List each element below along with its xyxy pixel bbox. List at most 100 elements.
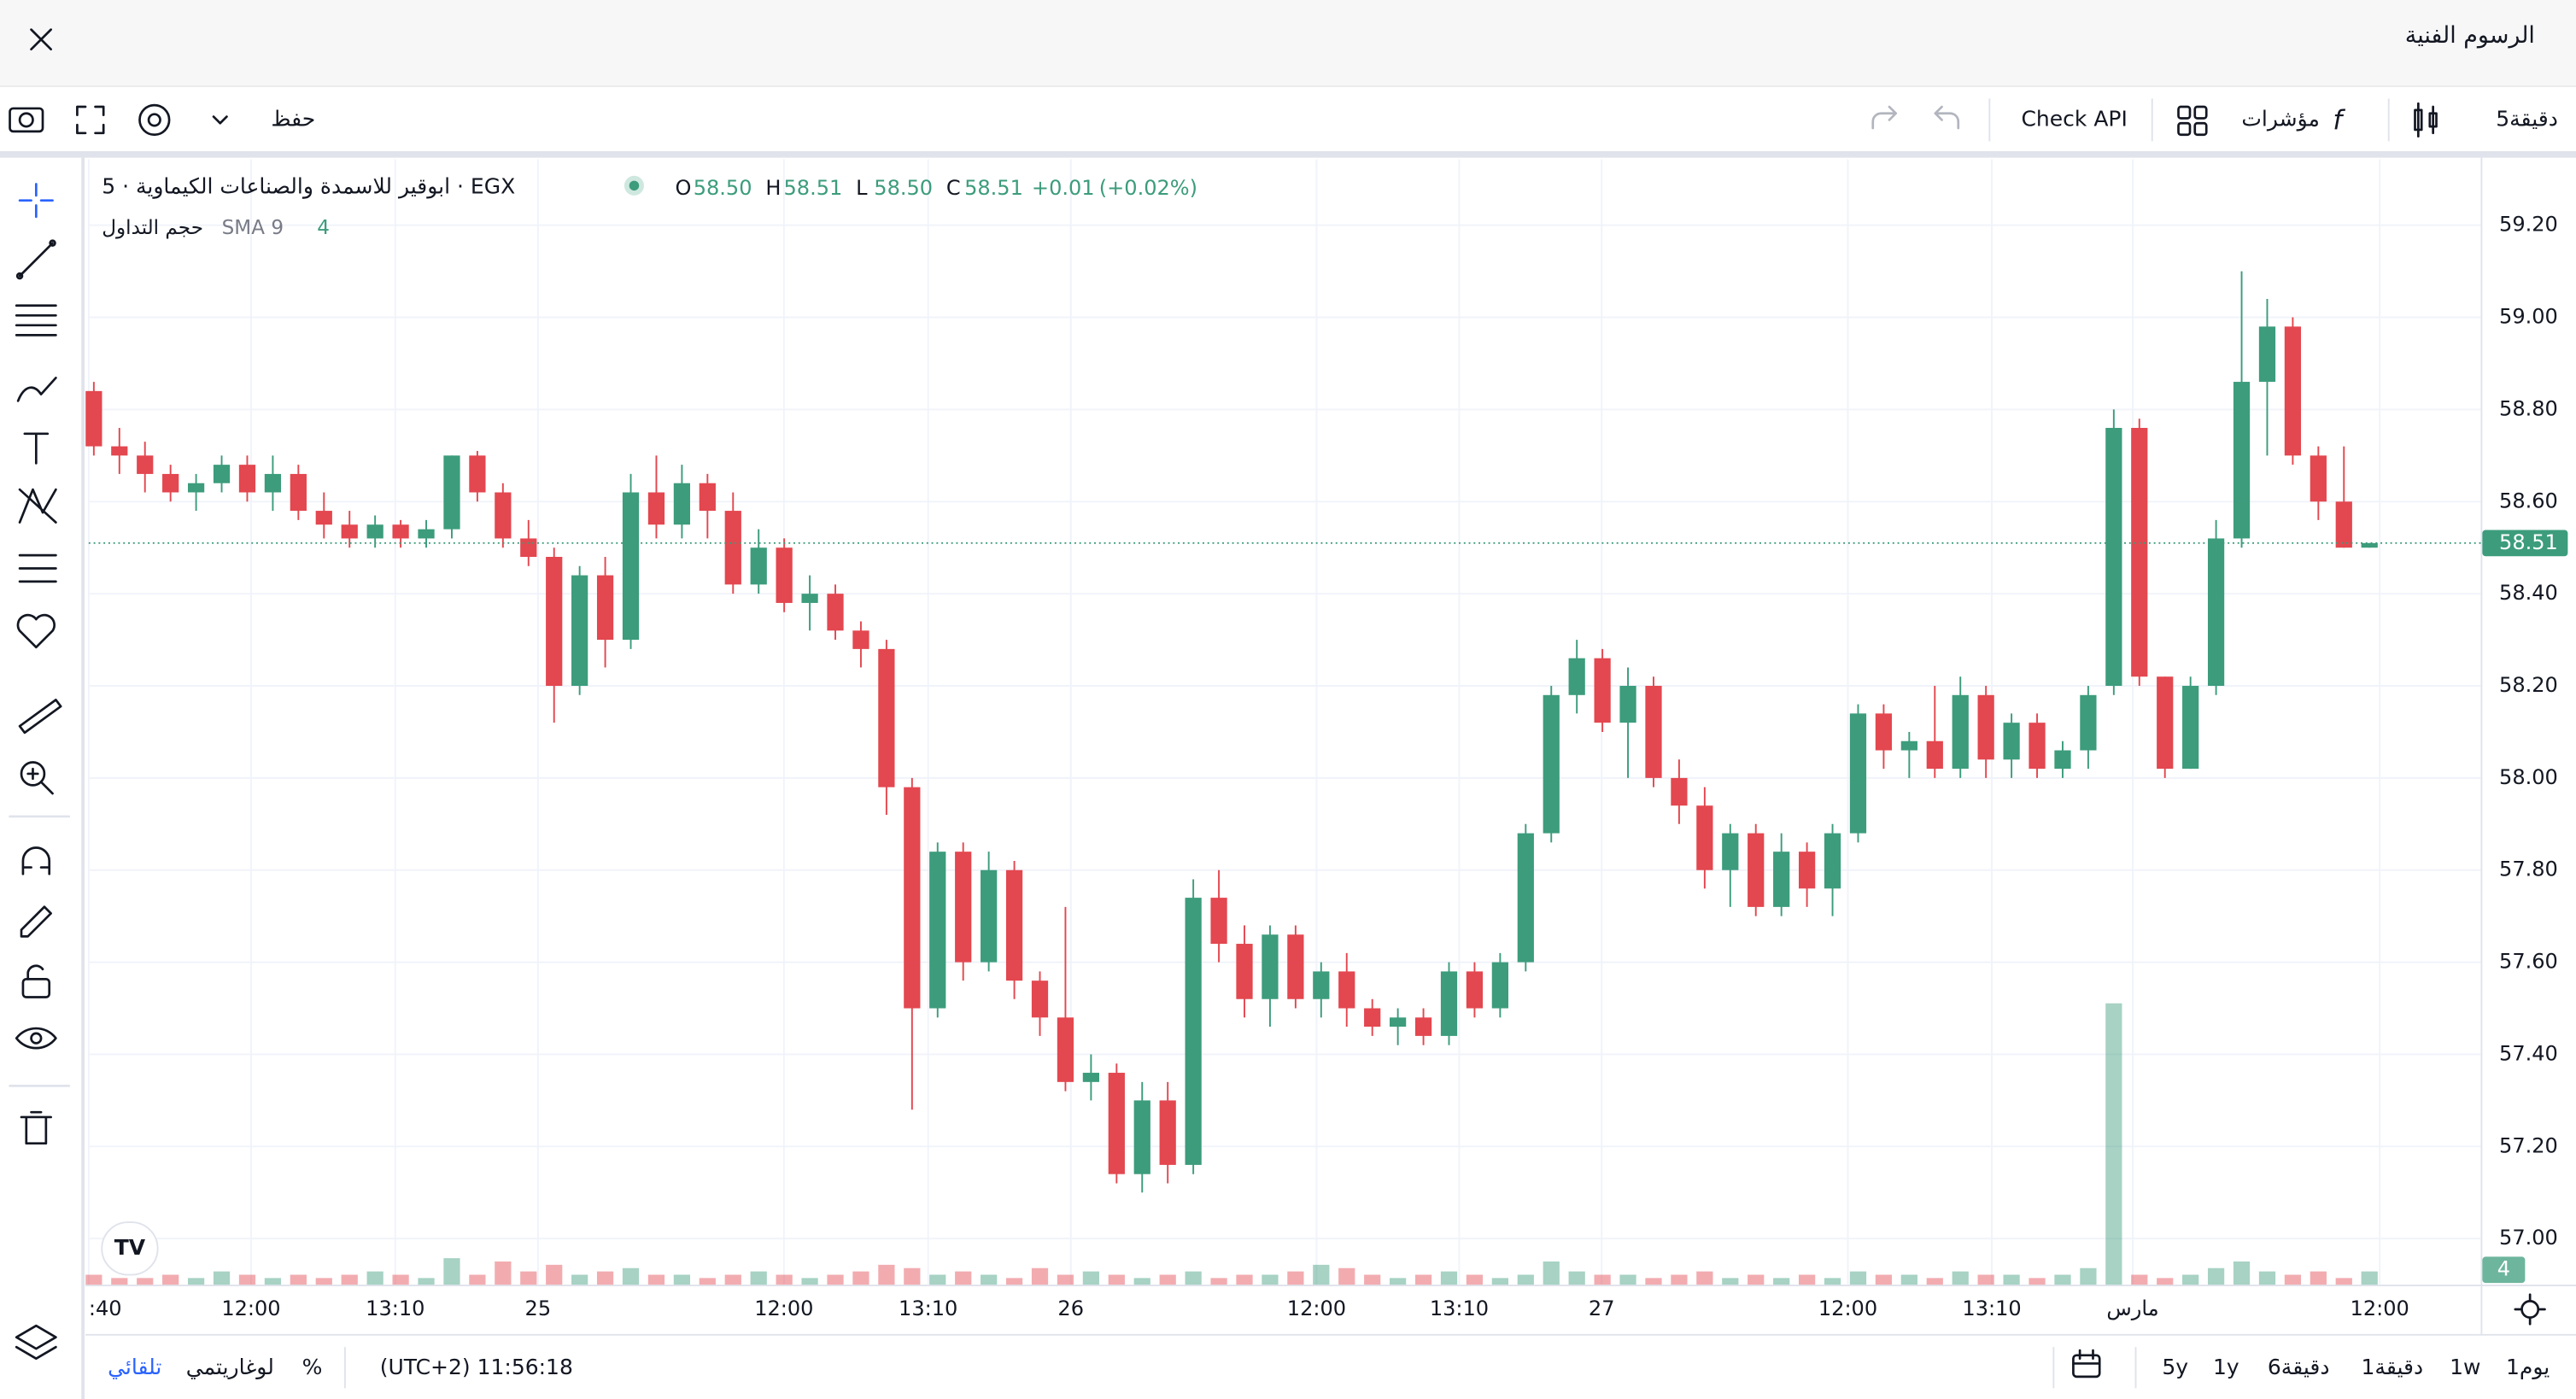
candle-body bbox=[1133, 1100, 1150, 1174]
volume-bar bbox=[1696, 1271, 1713, 1285]
volume-bar bbox=[1159, 1274, 1176, 1285]
candle-body bbox=[213, 465, 231, 483]
legend-value: 58.51 bbox=[964, 176, 1023, 200]
candle-body bbox=[1364, 1008, 1381, 1027]
candle-body bbox=[2310, 455, 2327, 502]
volume-bar bbox=[1057, 1274, 1074, 1285]
volume-bar bbox=[1952, 1271, 1969, 1285]
camera-icon[interactable] bbox=[9, 107, 44, 133]
volume-bar bbox=[1798, 1274, 1816, 1285]
range-button[interactable]: 1y bbox=[2213, 1355, 2239, 1379]
candle-body bbox=[1057, 1017, 1074, 1082]
fx-icon[interactable]: f bbox=[2333, 105, 2345, 136]
candle-body bbox=[469, 455, 486, 493]
candle-body bbox=[366, 524, 383, 539]
auto-toggle[interactable]: تلقائي bbox=[108, 1355, 161, 1379]
legend-change: +0.01 bbox=[1032, 176, 1095, 200]
logo[interactable] bbox=[101, 1221, 159, 1276]
volume-bar bbox=[2310, 1271, 2327, 1285]
candle-body bbox=[2233, 382, 2251, 539]
x-tick-label: 12:00 bbox=[1287, 1297, 1346, 1320]
candle-body bbox=[137, 455, 154, 474]
candle-body bbox=[1977, 694, 1994, 760]
candle-body bbox=[1543, 694, 1560, 834]
candle-body bbox=[1722, 833, 1739, 870]
candle-type-icon[interactable] bbox=[2414, 102, 2438, 138]
close-icon[interactable] bbox=[30, 28, 52, 51]
candle-body bbox=[673, 483, 691, 525]
candle-body bbox=[1773, 852, 1790, 907]
volume-bar bbox=[2258, 1271, 2276, 1285]
volume-bar bbox=[2003, 1274, 2020, 1285]
ohlc-legend: O 58.50 H 58.51 L 58.50 C 58.51 +0.01 (+0.02%) bbox=[676, 176, 1197, 200]
volume-bar bbox=[1466, 1274, 1484, 1285]
candle-body bbox=[1671, 777, 1688, 806]
volume-bar bbox=[1619, 1274, 1636, 1285]
axis-settings-icon[interactable] bbox=[2514, 1293, 2546, 1326]
volume-bar bbox=[1926, 1278, 1943, 1285]
log-toggle[interactable]: لوغاريتمي bbox=[186, 1355, 274, 1379]
dropdown-icon[interactable] bbox=[212, 115, 228, 125]
symbol-title: ابوقير للاسمدة والصناعات الكيماوية · 5 ·… bbox=[102, 173, 515, 199]
candle-body bbox=[162, 473, 179, 493]
volume-bar bbox=[2182, 1274, 2199, 1285]
candle-body bbox=[776, 547, 793, 603]
interval-button[interactable]: 5دقيقة bbox=[2496, 106, 2558, 131]
last-volume-tag bbox=[2482, 1256, 2526, 1284]
market-status bbox=[629, 180, 640, 191]
candle-body bbox=[2080, 694, 2097, 751]
candle-body bbox=[1466, 971, 1484, 1009]
range-button[interactable]: 1يوم bbox=[2506, 1355, 2550, 1379]
y-tick-label: 59.20 bbox=[2499, 213, 2558, 237]
date-range-icon[interactable] bbox=[2072, 1349, 2101, 1379]
legend-value: 58.50 bbox=[874, 176, 933, 200]
volume-bar bbox=[1338, 1267, 1355, 1285]
range-button[interactable]: 6دقيقة bbox=[2268, 1355, 2330, 1379]
candle-body bbox=[1900, 740, 1917, 751]
range-button[interactable]: 1w bbox=[2450, 1355, 2480, 1379]
volume-bar bbox=[1262, 1274, 1279, 1285]
redo-icon[interactable] bbox=[1871, 105, 1898, 130]
check-api-button[interactable]: Check API bbox=[2021, 106, 2127, 131]
candle-body bbox=[2105, 427, 2122, 687]
volume-bar bbox=[366, 1271, 383, 1285]
range-button[interactable]: 1دقيقة bbox=[2362, 1355, 2424, 1379]
volume-bar bbox=[546, 1264, 563, 1285]
volume-bar bbox=[137, 1278, 154, 1285]
volume-bar bbox=[981, 1274, 998, 1285]
range-button[interactable]: 5y bbox=[2162, 1355, 2188, 1379]
fullscreen-icon[interactable] bbox=[76, 105, 105, 135]
settings-icon[interactable] bbox=[138, 103, 171, 137]
indicators-button[interactable]: مؤشرات bbox=[2241, 106, 2320, 131]
candle-body bbox=[85, 390, 102, 447]
y-tick-label: 58.80 bbox=[2499, 396, 2558, 420]
layout-icon[interactable] bbox=[2177, 105, 2208, 137]
volume-bar bbox=[2157, 1278, 2174, 1285]
y-tick-label: 57.00 bbox=[2499, 1226, 2558, 1250]
y-tick-label: 58.60 bbox=[2499, 489, 2558, 512]
logo[interactable]: TV bbox=[114, 1235, 146, 1260]
undo-icon[interactable] bbox=[1934, 105, 1960, 130]
candle-body bbox=[1568, 658, 1585, 695]
candle-body bbox=[827, 594, 844, 631]
volume-bar bbox=[1108, 1274, 1125, 1285]
y-tick-label: 59.00 bbox=[2499, 305, 2558, 329]
candle-body bbox=[1748, 833, 1765, 907]
volume-bar bbox=[443, 1258, 460, 1285]
volume-bar bbox=[1748, 1274, 1765, 1285]
candle-body bbox=[904, 787, 921, 1009]
x-tick-label: مارس bbox=[2106, 1297, 2158, 1320]
volume-bar bbox=[1491, 1278, 1508, 1285]
save-button[interactable]: حفظ bbox=[271, 106, 315, 131]
volume-bar bbox=[1824, 1278, 1841, 1285]
volume-bar bbox=[162, 1274, 179, 1285]
candle-body bbox=[1313, 971, 1330, 999]
last-price-tag bbox=[2482, 530, 2568, 557]
volume-bar bbox=[1900, 1274, 1917, 1285]
percent-toggle[interactable]: % bbox=[302, 1355, 323, 1379]
divider bbox=[0, 150, 2576, 158]
candle-body bbox=[1414, 1017, 1432, 1036]
candle-body bbox=[699, 483, 716, 512]
candle-body bbox=[2157, 676, 2174, 770]
drawing-tools[interactable] bbox=[9, 183, 71, 1361]
